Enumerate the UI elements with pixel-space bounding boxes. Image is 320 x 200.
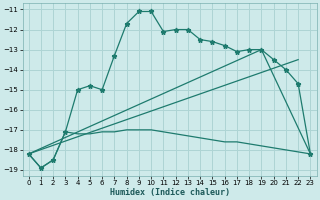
X-axis label: Humidex (Indice chaleur): Humidex (Indice chaleur) [109,188,229,197]
